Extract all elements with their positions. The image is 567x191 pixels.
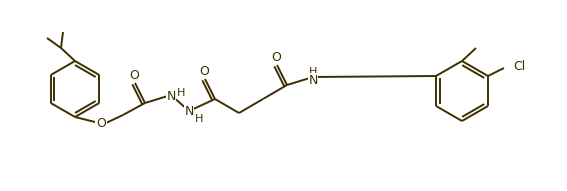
Text: N: N [184, 104, 194, 117]
Text: N: N [166, 90, 176, 103]
Text: O: O [199, 65, 209, 78]
Text: H: H [195, 114, 204, 124]
Text: O: O [271, 50, 281, 63]
Text: N: N [308, 74, 318, 87]
Text: Cl: Cl [513, 60, 525, 73]
Text: O: O [96, 117, 106, 129]
Text: O: O [129, 69, 139, 82]
Text: H: H [177, 88, 185, 98]
Text: H: H [309, 67, 317, 77]
